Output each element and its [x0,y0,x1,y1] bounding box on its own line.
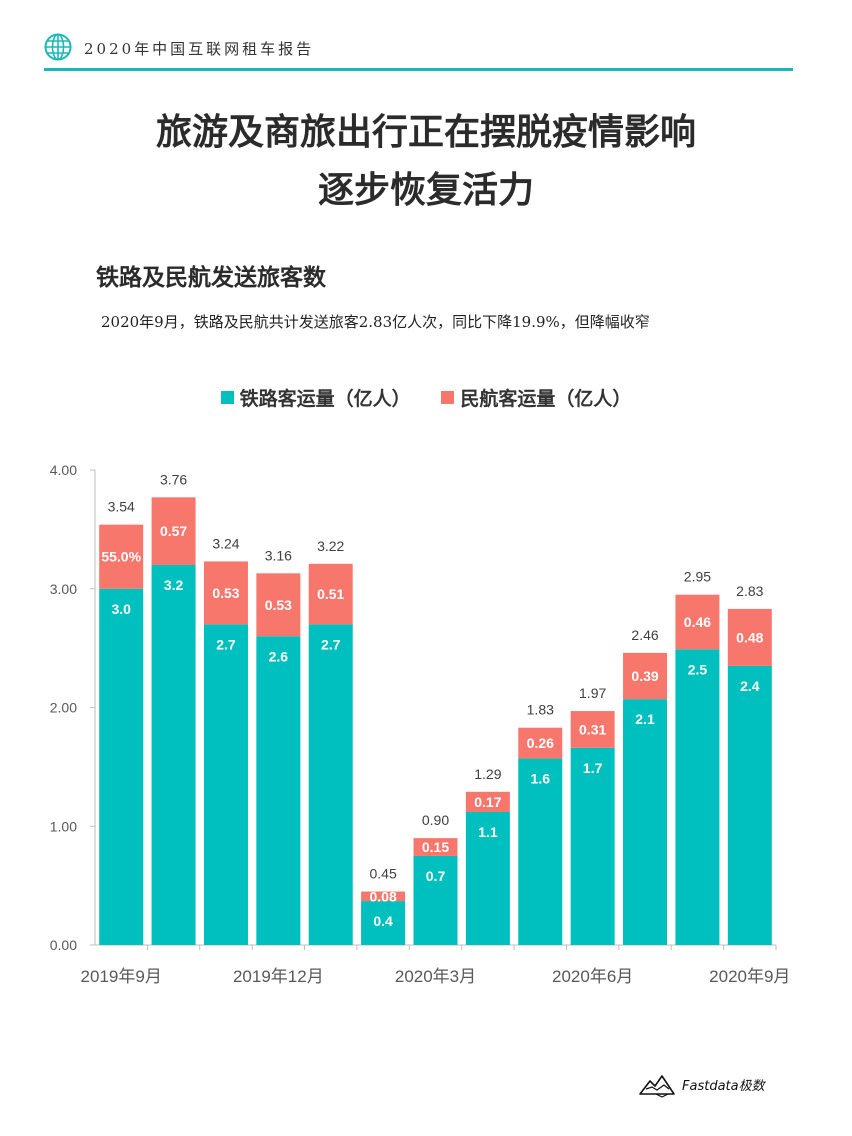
data-label-air: 0.53 [212,585,239,601]
data-label-total: 3.22 [317,538,344,554]
header-divider [44,68,793,71]
legend-swatch-air [441,391,455,404]
data-label-rail: 3.2 [164,577,184,593]
data-label-air: 0.08 [369,888,396,904]
data-label-total: 2.83 [736,583,763,599]
y-tick-label: 4.00 [50,462,77,478]
data-label-air: 0.57 [160,523,187,539]
data-label-air: 0.39 [631,668,658,684]
data-label-air: 0.31 [579,721,606,737]
legend-label-rail: 铁路客运量（亿人） [239,388,411,410]
bar-air [465,791,510,812]
data-label-rail: 2.1 [635,711,655,727]
x-tick-label: 2020年6月 [552,967,633,986]
x-tick-label: 2019年9月 [81,967,162,986]
data-label-air: 0.51 [317,586,344,602]
data-label-rail: 3.0 [111,601,131,617]
data-label-air: 0.17 [474,794,501,810]
bar-air [727,608,772,666]
data-label-rail: 1.7 [583,760,603,776]
legend-label-air: 民航客运量（亿人） [460,388,632,410]
legend-item-air: 民航客运量（亿人） [441,384,631,411]
data-label-total: 3.16 [265,547,292,563]
headline-line-1: 旅游及商旅出行正在摆脱疫情影响 [155,112,696,153]
bar-rail [675,649,720,945]
bar-rail [308,624,353,945]
bar-air [308,563,353,625]
bar-rail [465,812,510,945]
data-label-total: 3.76 [160,471,187,487]
legend-swatch-rail [220,391,234,404]
section-description: 2020年9月，铁路及民航共计发送旅客2.83亿人次，同比下降19.9%，但降幅… [101,313,650,331]
bar-air [203,561,248,625]
mountain-logo-icon [639,1075,675,1098]
data-label-total: 2.46 [631,627,658,643]
data-label-air: 0.48 [736,629,763,645]
data-label-rail: 0.7 [426,868,446,884]
bar-rail [99,588,144,945]
bar-rail [518,758,563,945]
report-title: 2020年中国互联网租车报告 [84,40,315,58]
y-tick-label: 3.00 [50,581,77,597]
y-tick-label: 1.00 [50,818,77,834]
bar-air [361,891,406,902]
headline-line-2: 逐步恢复活力 [317,170,534,211]
data-label-rail: 1.1 [478,824,498,840]
data-label-rail: 2.4 [740,678,760,694]
bar-air [99,524,144,589]
data-label-total: 3.24 [212,535,239,551]
data-label-total: 2.95 [684,569,711,585]
data-label-total: 0.45 [369,866,396,882]
bar-air [151,497,196,565]
data-label-total: 0.90 [422,812,449,828]
page-headline: 旅游及商旅出行正在摆脱疫情影响 逐步恢复活力 [0,104,852,220]
data-label-total: 1.83 [527,702,554,718]
bar-air [413,838,458,856]
x-tick-label: 2020年3月 [395,967,476,986]
data-label-rail: 2.7 [321,636,341,652]
globe-icon [44,33,72,61]
data-label-rail: 1.6 [531,771,551,787]
data-label-total: 1.97 [579,685,606,701]
bar-rail [151,565,196,945]
data-label-air: 0.46 [684,614,711,630]
data-label-rail: 0.4 [373,913,393,929]
chart-legend: 铁路客运量（亿人） 民航客运量（亿人） [0,384,852,411]
bar-rail [727,665,772,945]
bar-air [675,594,720,650]
data-label-total: 3.54 [108,499,135,515]
section-title: 铁路及民航发送旅客数 [96,265,326,291]
data-label-air: 0.53 [265,597,292,613]
stacked-bar-chart: 0.00 1.00 2.00 3.00 4.00 3.0 55.0% 3.54 2019年9月 3… [50,462,791,986]
brand-name: Fastdata极数 [682,1079,765,1094]
data-label-air: 0.15 [422,839,449,855]
bar-air [570,711,615,748]
y-tick-label: 2.00 [50,700,77,716]
bar-air [256,573,301,637]
report-header: 2020年中国互联网租车报告 [44,30,794,72]
x-tick-label: 2019年12月 [233,967,324,986]
y-tick-label: 0.00 [50,937,77,953]
x-tick-label: 2020年9月 [709,967,790,986]
bar-rail [203,624,248,945]
bar-rail [256,636,301,945]
bar-air [623,652,668,700]
data-label-total: 1.29 [474,766,501,782]
bar-rail [361,901,406,945]
footer-brand: Fastdata极数 [638,1066,798,1102]
bar-rail [623,699,668,945]
data-label-rail: 2.5 [688,661,708,677]
data-label-rail: 2.7 [216,636,236,652]
data-label-rail: 2.6 [269,648,289,664]
data-label-air: 0.26 [527,735,554,751]
data-label-air: 55.0% [101,549,141,565]
bar-rail [413,855,458,945]
bar-air [518,727,563,759]
legend-item-rail: 铁路客运量（亿人） [220,384,411,411]
bar-rail [570,747,615,945]
